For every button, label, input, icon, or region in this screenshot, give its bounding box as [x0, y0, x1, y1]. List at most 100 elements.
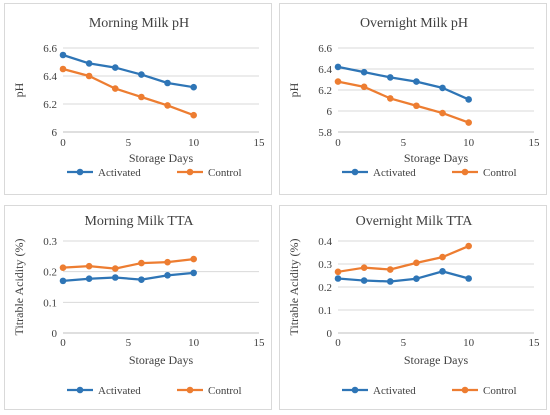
data-point-activated — [334, 63, 342, 71]
x-axis-label: Storage Days — [404, 151, 469, 165]
chart-title: Overnight Milk pH — [360, 16, 468, 31]
data-point-activated — [59, 51, 67, 59]
legend-label: Activated — [373, 385, 416, 397]
data-point-control — [439, 109, 446, 117]
data-point-activated — [138, 276, 145, 283]
x-tick-label: 10 — [188, 337, 200, 349]
legend-swatch-marker — [351, 386, 359, 394]
data-point-activated — [386, 278, 394, 285]
data-point-activated — [190, 269, 197, 277]
series-line-control — [62, 257, 194, 270]
x-tick-label: 5 — [126, 337, 132, 349]
y-tick-label: 6 — [327, 106, 333, 118]
y-tick-label: 0 — [327, 328, 333, 340]
y-tick-label: 0.2 — [318, 282, 332, 294]
data-point-activated — [334, 275, 342, 282]
chart-panel-overnight-ph: Overnight Milk pH 5.8 6 6.2 6.4 6.6 0 5 10 15 Stor… — [279, 3, 547, 195]
data-point-control — [111, 85, 119, 92]
x-tick-label: 0 — [335, 337, 341, 349]
x-tick-label: 15 — [254, 137, 266, 149]
data-point-control — [164, 258, 171, 266]
data-point-activated — [111, 274, 119, 281]
y-tick-label: 6.4 — [43, 71, 57, 83]
y-tick-label: 0.1 — [43, 297, 57, 309]
data-point-activated — [85, 275, 93, 283]
chart-panel-morning-ph: Morning Milk pH 6 6.2 6.4 6.6 0 5 10 15 Storage D… — [4, 3, 272, 195]
series-line-activated — [337, 65, 470, 101]
legend-label: Control — [208, 385, 242, 397]
data-point-control — [334, 268, 342, 276]
data-point-activated — [465, 275, 472, 282]
y-tick-label: 6.6 — [43, 43, 57, 55]
data-point-activated — [439, 268, 446, 275]
chart-title: Overnight Milk TTA — [356, 214, 474, 229]
y-tick-label: 0.3 — [43, 236, 57, 248]
y-tick-label: 6.2 — [43, 99, 57, 111]
data-point-control — [190, 111, 197, 119]
legend-label: Control — [483, 167, 517, 179]
data-point-control — [111, 265, 119, 272]
data-point-activated — [439, 84, 446, 92]
y-tick-label: 5.8 — [318, 127, 332, 139]
y-tick-label: 6.6 — [318, 43, 332, 55]
legend-swatch-marker — [186, 386, 194, 394]
x-tick-label: 0 — [60, 137, 66, 149]
data-point-control — [360, 264, 368, 271]
series-line-activated — [337, 270, 469, 283]
y-axis-label: Titrable Acidity (%) — [287, 239, 301, 336]
data-point-control — [413, 259, 420, 267]
chart-overnight-tta: Overnight Milk TTA 0 0.1 0.2 0.3 0.4 0 5 10 15 Sto… — [287, 214, 540, 397]
data-point-activated — [59, 277, 67, 285]
x-tick-label: 5 — [126, 137, 132, 149]
x-tick-label: 5 — [401, 137, 407, 149]
legend-swatch-marker — [461, 386, 469, 394]
y-axis-label: Titrable Acidity (%) — [12, 239, 26, 336]
data-point-control — [85, 262, 93, 270]
data-point-activated — [164, 79, 171, 87]
x-tick-label: 15 — [254, 337, 266, 349]
chart-morning-tta: Morning Milk TTA 0 0.1 0.2 0.3 0 5 10 15 Storage … — [12, 214, 266, 397]
y-tick-label: 0.1 — [318, 305, 332, 317]
y-tick-label: 0.4 — [318, 236, 332, 248]
chart-title: Morning Milk TTA — [84, 214, 194, 229]
legend-swatch-marker — [76, 168, 84, 176]
data-point-activated — [164, 272, 171, 279]
y-tick-label: 0.2 — [43, 267, 57, 279]
data-point-activated — [413, 78, 420, 85]
data-point-control — [138, 259, 145, 267]
data-point-control — [59, 65, 67, 73]
y-tick-label: 6 — [52, 127, 58, 139]
data-point-activated — [360, 277, 368, 284]
data-point-activated — [413, 275, 420, 283]
legend-swatch-marker — [461, 168, 469, 176]
x-tick-label: 10 — [463, 137, 475, 149]
series-line-control — [62, 67, 195, 117]
x-tick-label: 0 — [60, 337, 66, 349]
legend-label: Activated — [98, 385, 141, 397]
legend-label: Activated — [98, 167, 141, 179]
legend-label: Control — [208, 167, 242, 179]
series-line-activated — [62, 53, 194, 89]
y-tick-label: 6.2 — [318, 85, 332, 97]
x-tick-label: 5 — [401, 337, 407, 349]
x-axis-label: Storage Days — [404, 353, 469, 367]
data-point-activated — [111, 64, 119, 71]
legend-label: Control — [483, 385, 517, 397]
x-axis-label: Storage Days — [129, 151, 194, 165]
x-tick-label: 0 — [335, 137, 341, 149]
x-tick-label: 10 — [188, 137, 200, 149]
y-axis-label: pH — [287, 82, 301, 97]
x-tick-label: 15 — [529, 137, 541, 149]
data-point-activated — [360, 68, 368, 76]
data-point-activated — [138, 71, 145, 78]
data-point-control — [465, 119, 472, 126]
data-point-control — [190, 255, 197, 263]
y-tick-label: 0 — [52, 328, 58, 340]
chart-panel-morning-tta: Morning Milk TTA 0 0.1 0.2 0.3 0 5 10 15 Storage … — [4, 205, 272, 410]
data-point-control — [386, 266, 394, 273]
legend-swatch-marker — [351, 168, 359, 176]
legend-label: Activated — [373, 167, 416, 179]
y-tick-label: 0.3 — [318, 259, 332, 271]
chart-title: Morning Milk pH — [89, 16, 189, 31]
data-point-control — [439, 253, 446, 261]
